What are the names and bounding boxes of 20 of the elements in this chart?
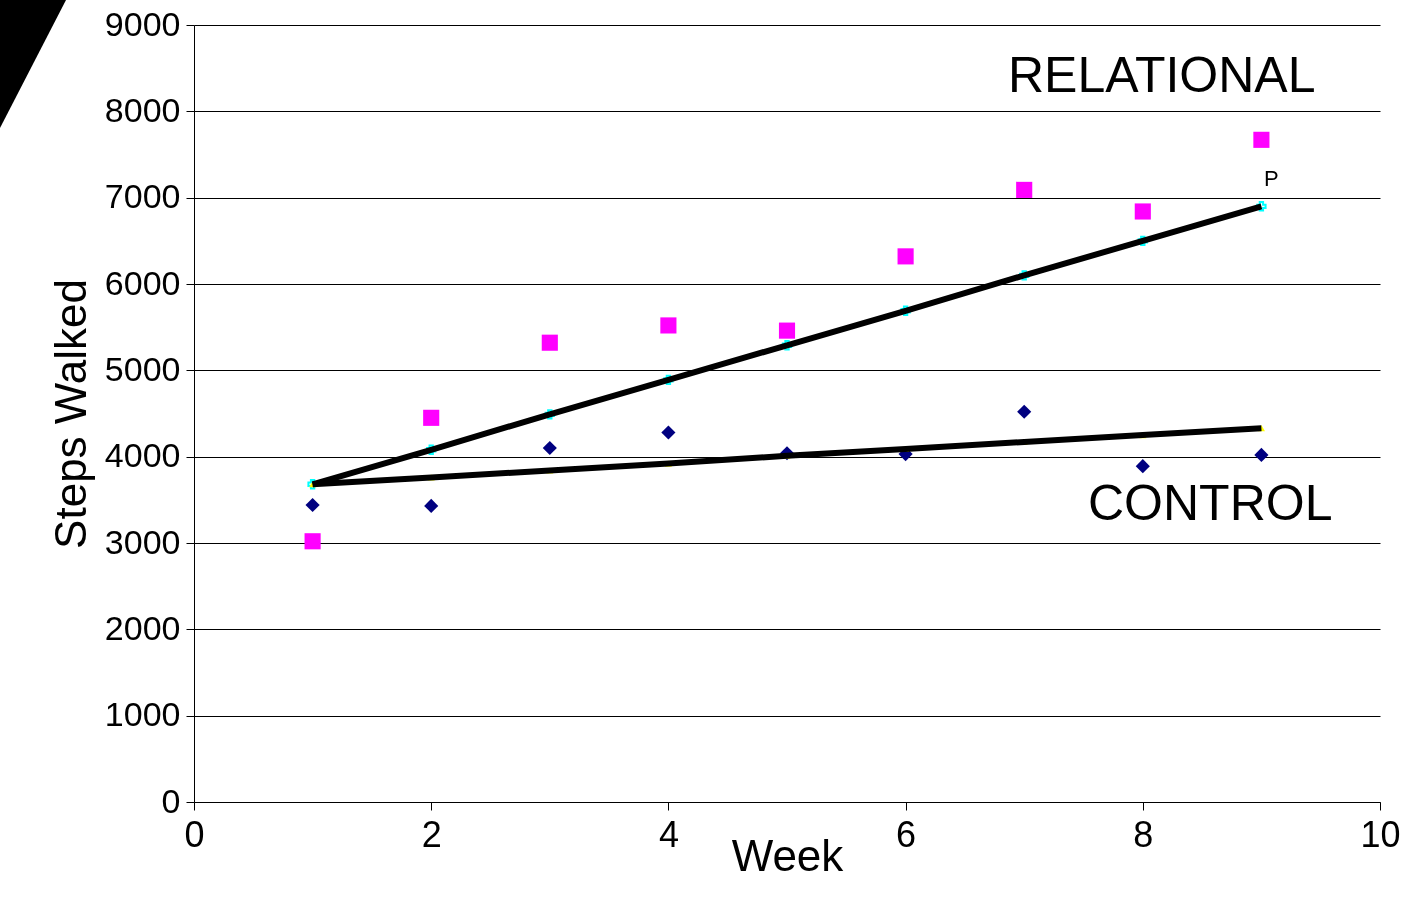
y-tick-label: 2000 bbox=[104, 608, 181, 647]
y-tick-label: 6000 bbox=[104, 263, 181, 302]
y-tick-label: 7000 bbox=[104, 177, 181, 216]
x-tick-label: 4 bbox=[658, 813, 679, 855]
annotation: CONTROL bbox=[1088, 475, 1333, 531]
y-tick-label: 0 bbox=[161, 781, 181, 820]
x-tick-label: 6 bbox=[896, 813, 917, 855]
x-tick-label: 2 bbox=[421, 813, 442, 855]
y-tick-label: 9000 bbox=[104, 4, 181, 43]
x-tick-label: 10 bbox=[1360, 813, 1401, 855]
y-tick-label: 5000 bbox=[104, 349, 181, 388]
y-axis-title: Steps Walked bbox=[45, 279, 95, 549]
y-tick-label: 4000 bbox=[104, 436, 181, 475]
y-tick-label: 8000 bbox=[104, 90, 181, 129]
x-axis-title: Week bbox=[731, 830, 845, 880]
x-tick-label: 8 bbox=[1133, 813, 1154, 855]
y-tick-label: 1000 bbox=[104, 695, 181, 734]
annotation: RELATIONAL bbox=[1008, 47, 1316, 103]
annotation: P bbox=[1264, 166, 1279, 191]
y-tick-label: 3000 bbox=[104, 522, 181, 561]
